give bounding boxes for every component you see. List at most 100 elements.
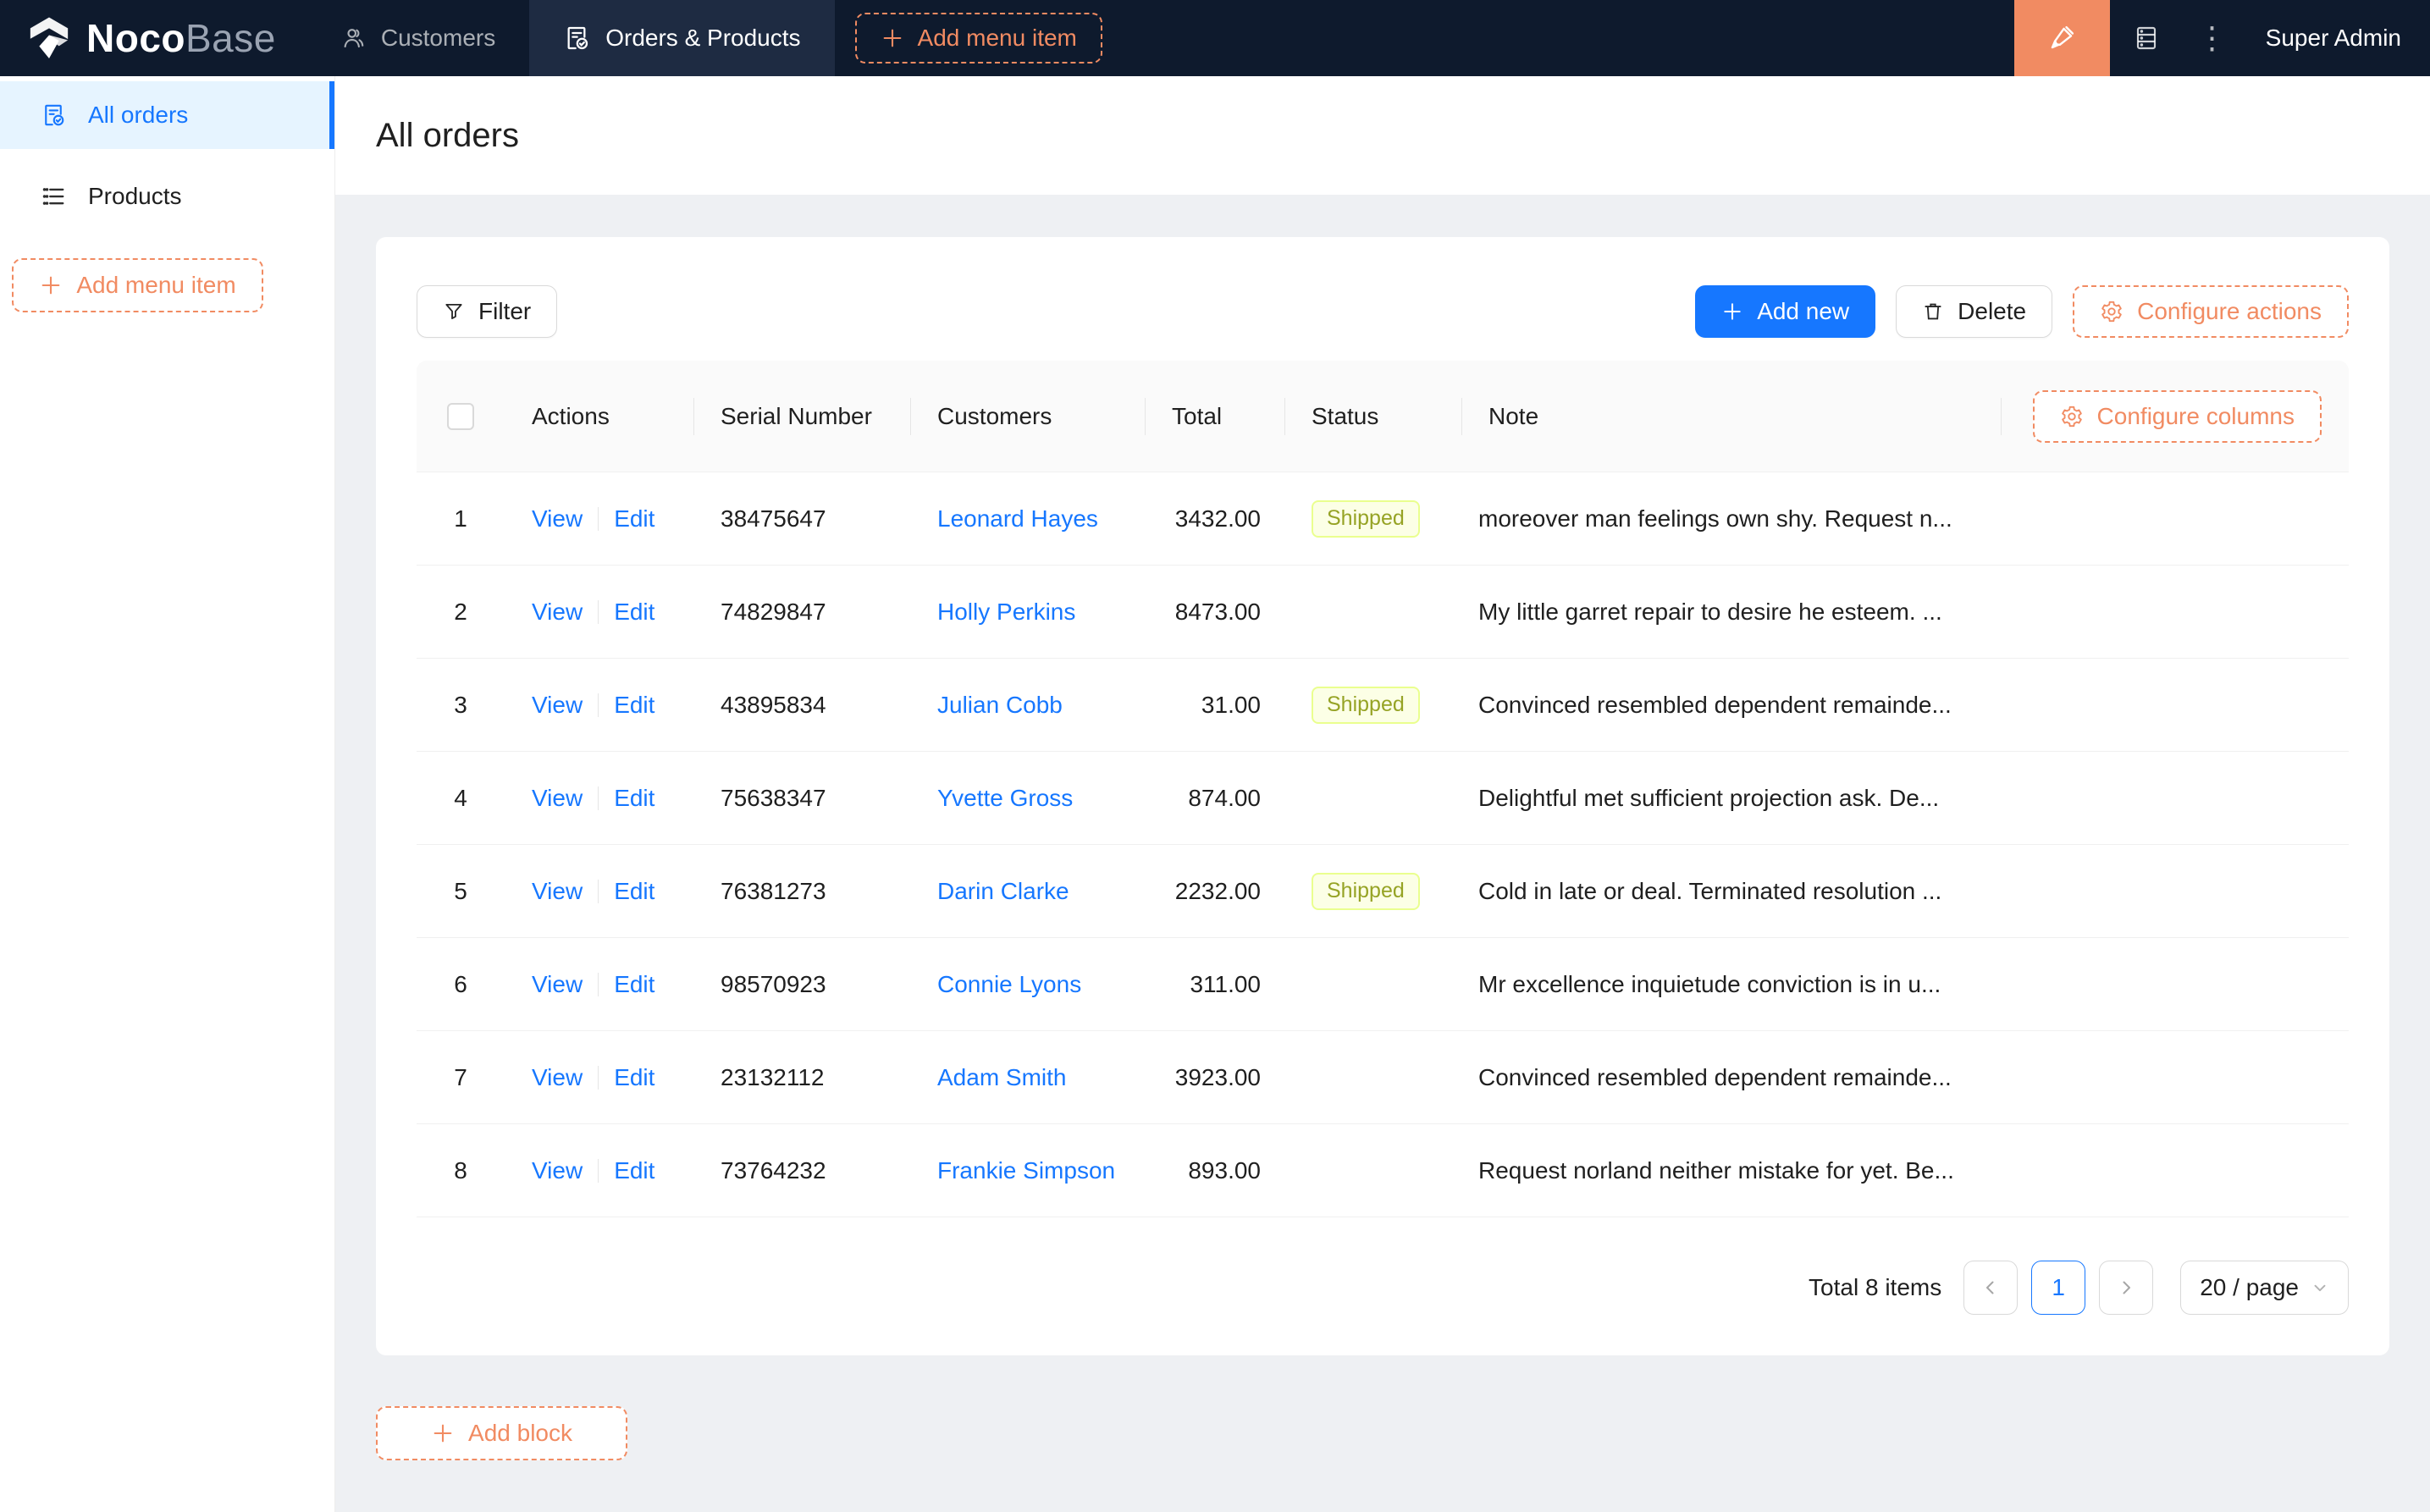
edit-link[interactable]: Edit [614, 1156, 655, 1184]
serial-number-cell: 38475647 [721, 505, 826, 532]
status-cell: Shipped [1284, 686, 1461, 724]
customer-link[interactable]: Adam Smith [937, 1063, 1067, 1090]
edit-link[interactable]: Edit [614, 970, 655, 997]
customer-cell: Connie Lyons [910, 971, 1145, 998]
nav-item-customers[interactable]: Customers [307, 0, 529, 76]
sidebar-item-label: Products [88, 183, 182, 209]
table-toolbar: Filter Add new [417, 285, 2349, 338]
row-actions-cell: View Edit [505, 692, 693, 719]
page-size-select[interactable]: 20 / page [2180, 1261, 2349, 1315]
total-cell: 893.00 [1188, 1156, 1261, 1184]
view-link[interactable]: View [532, 598, 583, 625]
sidebar: All orders Products Add menu item [0, 76, 335, 1512]
table-row: 8 View Edit 73764232 Frankie Simpson 893.00 Re… [417, 1124, 2349, 1217]
view-link[interactable]: View [532, 970, 583, 997]
total-cell: 2232.00 [1174, 877, 1261, 904]
row-index: 7 [454, 1063, 467, 1090]
table-row: 7 View Edit 23132112 Adam Smith 3923.00 Convin… [417, 1031, 2349, 1124]
configure-actions-button[interactable]: Configure actions [2073, 285, 2349, 338]
column-header-status: Status [1284, 361, 1461, 472]
view-link[interactable]: View [532, 691, 583, 718]
plugin-settings-button[interactable] [2110, 0, 2183, 76]
plus-icon [1721, 301, 1743, 323]
customer-link[interactable]: Yvette Gross [937, 784, 1074, 811]
view-link[interactable]: View [532, 1156, 583, 1184]
plus-icon [881, 26, 904, 50]
customer-cell: Adam Smith [910, 1064, 1145, 1091]
edit-link[interactable]: Edit [614, 691, 655, 718]
nav-item-label: Customers [380, 25, 496, 51]
customer-cell: Leonard Hayes [910, 505, 1145, 533]
delete-button[interactable]: Delete [1896, 285, 2053, 338]
ui-editor-button[interactable] [2013, 0, 2110, 76]
note-cell: Mr excellence inquietude conviction is i… [1478, 970, 1941, 997]
note-cell: Convinced resembled dependent remainde..… [1478, 1063, 1952, 1090]
add-menu-item-sidebar-button[interactable]: Add menu item [12, 258, 263, 312]
sidebar-item-all-orders[interactable]: All orders [0, 81, 334, 149]
table-header-row: Actions Serial Number Customers Total St… [417, 361, 2349, 472]
column-header-note: Note [1461, 361, 2001, 472]
link-divider [598, 1065, 599, 1090]
sidebar-item-products[interactable]: Products [0, 163, 334, 230]
row-index: 3 [454, 691, 467, 718]
pagination-total: Total 8 items [1809, 1274, 1942, 1300]
edit-link[interactable]: Edit [614, 784, 655, 811]
customer-link[interactable]: Darin Clarke [937, 877, 1069, 904]
view-link[interactable]: View [532, 505, 583, 532]
header-spacer [1102, 0, 2014, 76]
customer-cell: Frankie Simpson [910, 1157, 1145, 1184]
customer-link[interactable]: Julian Cobb [937, 691, 1063, 718]
column-header-customers: Customers [910, 361, 1145, 472]
kebab-menu-button[interactable]: ⋮ [2183, 0, 2242, 76]
link-divider [598, 506, 599, 531]
column-header-serial-number: Serial Number [693, 361, 910, 472]
current-user-button[interactable]: Super Admin [2265, 25, 2401, 51]
link-divider [598, 879, 599, 903]
configure-columns-button[interactable]: Configure columns [2032, 389, 2322, 443]
user-icon [340, 25, 366, 51]
top-nav: Customers Orders & Products [307, 0, 835, 76]
page-number-button[interactable]: 1 [2031, 1261, 2086, 1315]
chevron-left-icon [1980, 1277, 2001, 1298]
view-link[interactable]: View [532, 784, 583, 811]
customer-link[interactable]: Holly Perkins [937, 598, 1076, 625]
gear-icon [2060, 405, 2084, 428]
customer-cell: Darin Clarke [910, 878, 1145, 905]
view-link[interactable]: View [532, 1063, 583, 1090]
view-link[interactable]: View [532, 877, 583, 904]
row-actions-cell: View Edit [505, 1064, 693, 1091]
select-all-checkbox[interactable] [447, 402, 474, 430]
edit-link[interactable]: Edit [614, 505, 655, 532]
add-new-button[interactable]: Add new [1695, 285, 1876, 338]
customer-cell: Holly Perkins [910, 599, 1145, 626]
next-page-button[interactable] [2099, 1261, 2154, 1315]
orders-table: Actions Serial Number Customers Total St… [417, 361, 2349, 1217]
filter-button[interactable]: Filter [417, 285, 558, 338]
edit-link[interactable]: Edit [614, 1063, 655, 1090]
row-index: 6 [454, 970, 467, 997]
note-cell: My little garret repair to desire he est… [1478, 598, 1942, 625]
nav-item-orders-products[interactable]: Orders & Products [529, 0, 835, 76]
customer-link[interactable]: Leonard Hayes [937, 505, 1098, 532]
status-cell: Shipped [1284, 499, 1461, 538]
serial-number-cell: 76381273 [721, 877, 826, 904]
customer-link[interactable]: Connie Lyons [937, 970, 1082, 997]
edit-link[interactable]: Edit [614, 877, 655, 904]
file-done-icon [41, 102, 66, 128]
note-cell: moreover man feelings own shy. Request n… [1478, 505, 1952, 532]
add-menu-item-header-button[interactable]: Add menu item [854, 13, 1102, 63]
serial-number-cell: 74829847 [721, 598, 826, 625]
link-divider [598, 693, 599, 717]
add-block-button[interactable]: Add block [376, 1406, 627, 1460]
row-actions-cell: View Edit [505, 1157, 693, 1184]
row-actions-cell: View Edit [505, 599, 693, 626]
status-badge: Shipped [1312, 499, 1420, 538]
total-cell: 3432.00 [1174, 505, 1261, 532]
customer-link[interactable]: Frankie Simpson [937, 1156, 1116, 1184]
table-row: 3 View Edit 43895834 Julian Cobb 31.00 Shipped… [417, 659, 2349, 752]
page-title: All orders [376, 116, 519, 154]
previous-page-button[interactable] [1963, 1261, 2019, 1315]
header-right: ⋮ Super Admin [2013, 0, 2430, 76]
row-index: 4 [454, 784, 467, 811]
edit-link[interactable]: Edit [614, 598, 655, 625]
